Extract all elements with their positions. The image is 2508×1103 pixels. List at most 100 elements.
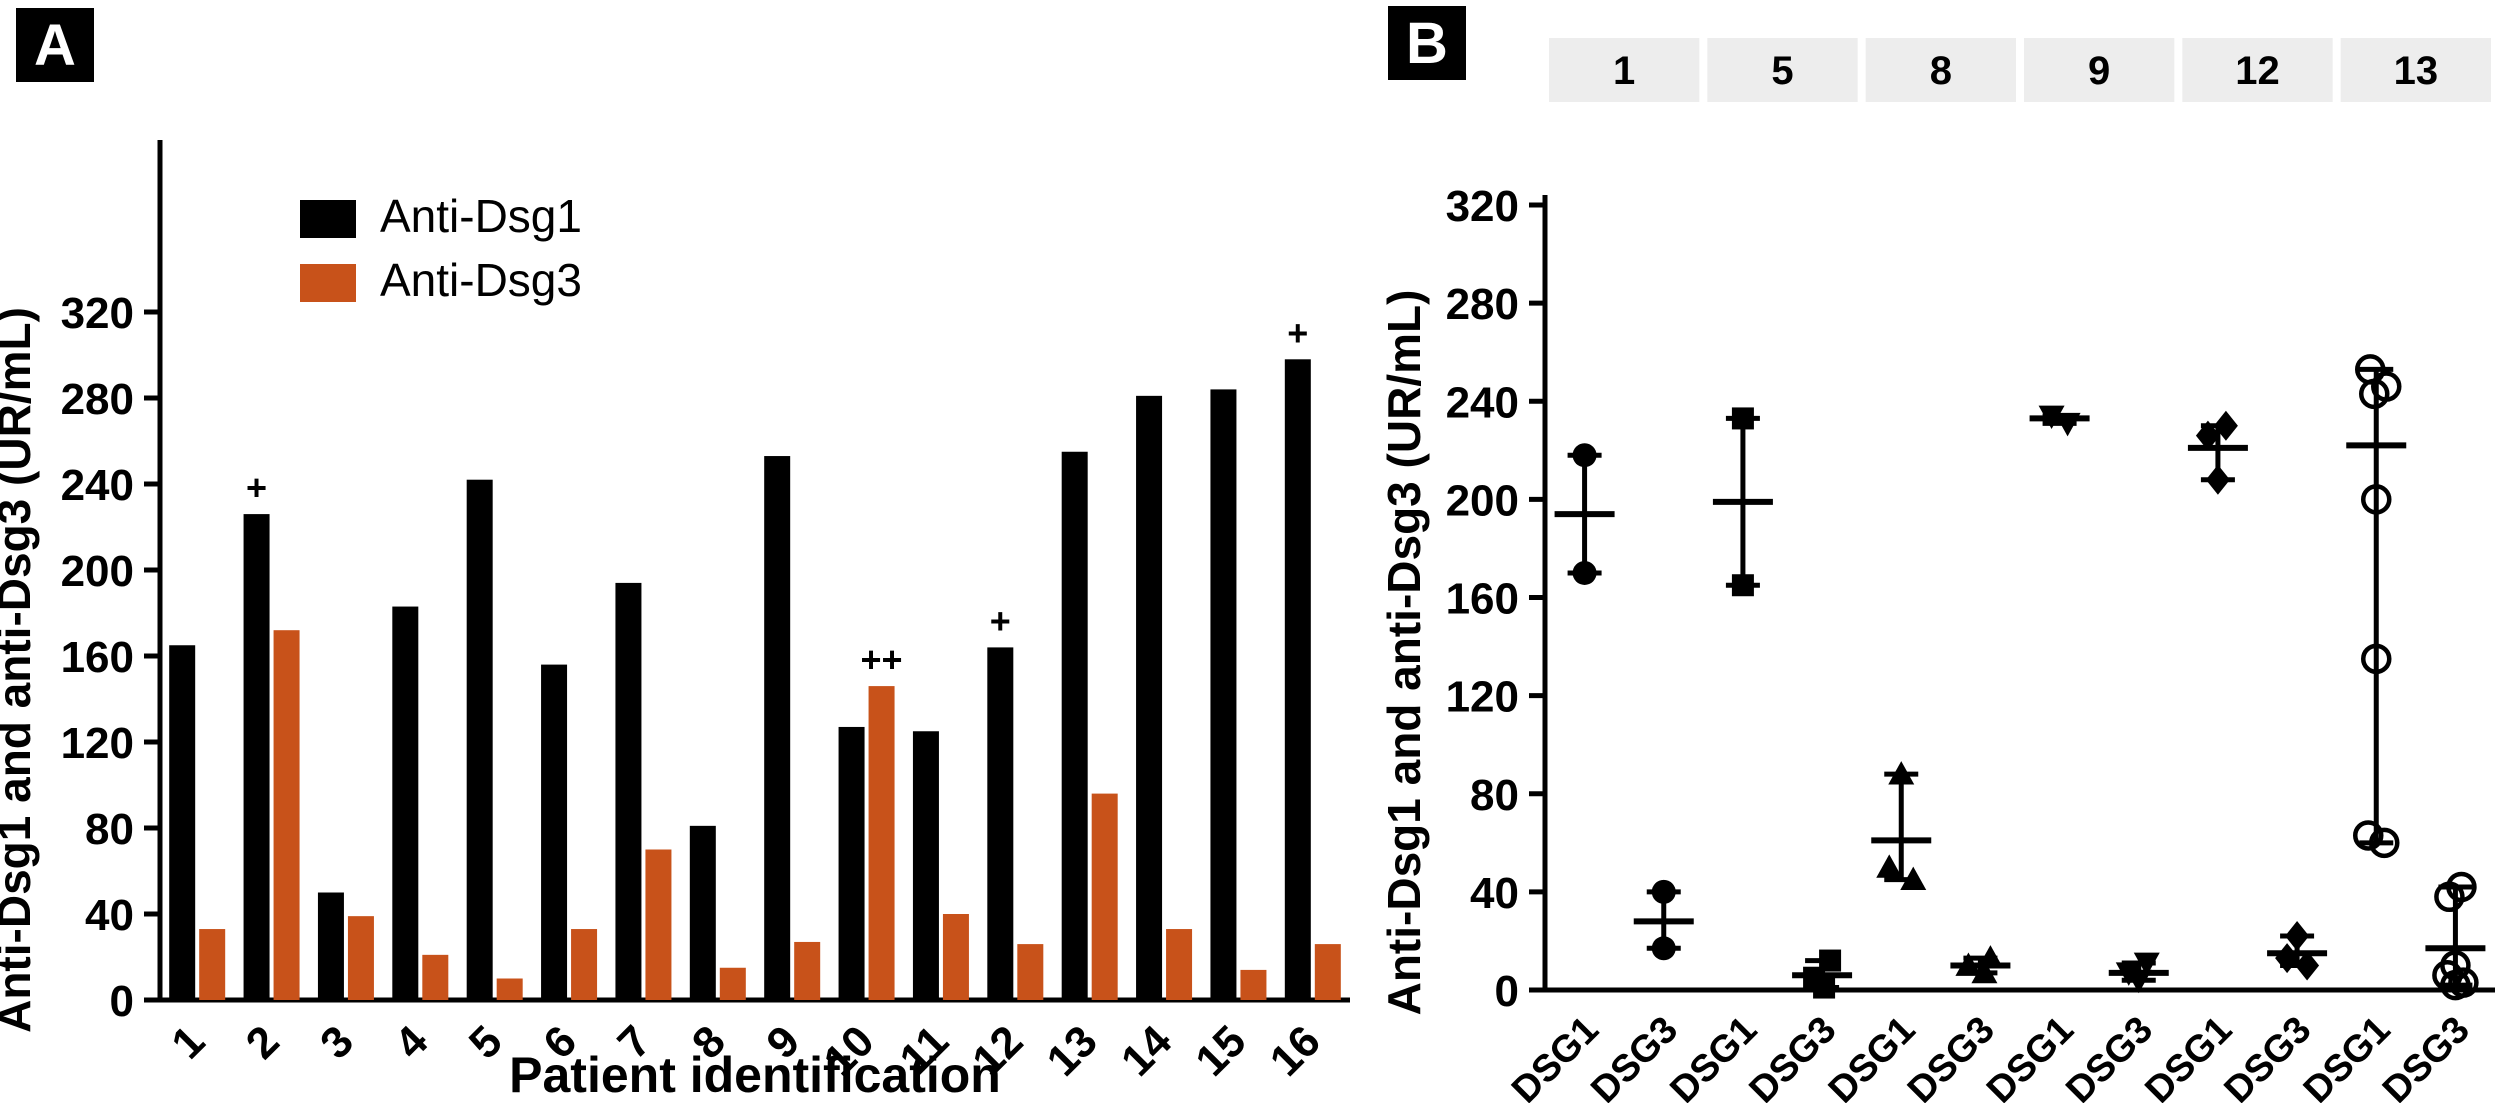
bar-anti-dsg1 [243, 514, 270, 1000]
x-tick-label: 4 [385, 1016, 437, 1068]
x-tick-label: DSG3 [2375, 1009, 2478, 1103]
y-tick-label: 160 [1446, 575, 1519, 624]
data-point-triangle-up [1900, 866, 1927, 891]
bar-anti-dsg3 [422, 954, 449, 1000]
bar-anti-dsg3 [571, 929, 598, 1000]
data-point-square [1819, 949, 1842, 972]
patient-header-label: 8 [1930, 49, 1952, 93]
y-tick-label: 200 [1446, 476, 1519, 525]
significance-marker: + [1287, 312, 1308, 353]
y-tick-label: 240 [61, 461, 134, 510]
data-point-triangle-up [1971, 959, 1998, 984]
patient-header-label: 9 [2088, 49, 2110, 93]
data-point-square [1731, 574, 1754, 597]
data-point-open-circle [2434, 881, 2465, 913]
bar-anti-dsg1 [764, 456, 791, 1000]
bar-anti-dsg1 [912, 731, 939, 1000]
data-point-triangle-up [1888, 761, 1915, 785]
significance-marker: + [246, 467, 267, 508]
bar-anti-dsg3 [1091, 793, 1118, 1000]
y-tick-label: 200 [61, 547, 134, 596]
y-tick-label: 280 [61, 375, 134, 424]
bar-anti-dsg1 [838, 726, 865, 1000]
data-point-open-circle [2361, 484, 2392, 515]
data-point-circle [1572, 443, 1597, 468]
data-point-diamond [2213, 410, 2238, 441]
bar-anti-dsg1 [1284, 359, 1311, 1000]
legend-swatch [300, 200, 356, 238]
data-point-triangle-up [1876, 854, 1903, 878]
data-point-square [1731, 407, 1754, 430]
patient-header-cell [1549, 38, 1700, 102]
panel-a-bar-chart: 0 40 80 120 160 200 240 280 320 Anti-Dsg1 and ant… [0, 140, 1350, 1103]
x-axis-title: Patient identification [509, 1047, 1001, 1103]
data-point-open-circle [2440, 969, 2471, 1001]
y-tick-label: 0 [110, 977, 134, 1026]
panel-b: B 0 40 80 120 160 200 240 280 320 Anti-Dsg1 and a… [1380, 0, 2508, 1103]
legend-label: Anti-Dsg3 [380, 254, 582, 306]
bar-anti-dsg3 [942, 914, 969, 1000]
patient-header-cell [1707, 38, 1858, 102]
data-point-diamond [2205, 464, 2230, 495]
y-tick-label: 80 [85, 805, 134, 854]
x-tick-label: 15 [1186, 1016, 1255, 1085]
data-point-open-circle [2361, 643, 2392, 675]
patient-header-cell [2024, 38, 2175, 102]
x-tick-label: 2 [237, 1016, 289, 1068]
x-tick-label: 5 [460, 1016, 512, 1068]
data-point-triangle-down [2054, 412, 2081, 437]
panel-b-label: B [1388, 6, 1466, 80]
x-tick-label: 13 [1037, 1016, 1106, 1085]
bar-anti-dsg1 [392, 606, 419, 1000]
bar-anti-dsg1 [615, 582, 642, 1000]
bar-anti-dsg3 [868, 686, 895, 1000]
patient-header-label: 1 [1613, 49, 1635, 93]
y-tick-label: 40 [85, 891, 134, 940]
y-axis-title: Anti-Dsg1 and anti-Dsg3 (UR/mL) [1380, 290, 1430, 1016]
y-tick-label: 80 [1470, 771, 1519, 820]
y-tick-label: 320 [1446, 182, 1519, 231]
bar-anti-dsg3 [1166, 929, 1193, 1000]
x-tick-label: 16 [1261, 1016, 1330, 1085]
bar-anti-dsg3 [1314, 944, 1341, 1000]
data-point-open-circle [2359, 378, 2390, 410]
bar-anti-dsg1 [317, 892, 344, 1000]
legend-swatch [300, 264, 356, 302]
y-tick-label: 240 [1446, 378, 1519, 427]
x-tick-label: 3 [311, 1016, 363, 1068]
data-point-circle [1651, 879, 1676, 904]
panel-a: A 0 40 80 120 160 200 240 280 320 Anti-Dsg1 and a… [0, 8, 1350, 1103]
bar-anti-dsg3 [199, 929, 226, 1000]
x-tick-label: 14 [1112, 1016, 1182, 1086]
data-point-circle [1572, 560, 1597, 585]
patient-header-label: 5 [1771, 49, 1793, 93]
bar-anti-dsg1 [466, 479, 493, 1000]
data-point-diamond [2285, 921, 2310, 952]
significance-marker: + [990, 600, 1011, 641]
bar-anti-dsg3 [1240, 969, 1267, 1000]
patient-header-cell [2182, 38, 2333, 102]
bar-anti-dsg3 [719, 967, 746, 1000]
y-tick-label: 40 [1470, 869, 1519, 918]
panel-b-scatter-chart: 0 40 80 120 160 200 240 280 320 Anti-Dsg1 and ant… [1380, 38, 2495, 1103]
significance-marker: ++ [861, 639, 903, 680]
y-tick-label: 160 [61, 633, 134, 682]
bar-anti-dsg1 [1136, 395, 1163, 1001]
bar-anti-dsg1 [541, 664, 568, 1000]
data-point-triangle-down [2038, 405, 2065, 429]
y-axis-title: Anti-Dsg1 and anti-Dsg3 (UR/mL) [0, 307, 40, 1033]
patient-header-label: 12 [2235, 49, 2280, 93]
data-point-triangle-up [1955, 952, 1982, 976]
data-point-diamond [2275, 943, 2300, 974]
y-tick-label: 0 [1495, 967, 1519, 1016]
bar-anti-dsg3 [645, 849, 672, 1000]
data-point-open-circle [2353, 820, 2384, 851]
bar-anti-dsg1 [169, 645, 196, 1000]
bar-anti-dsg1 [1061, 451, 1088, 1000]
legend-label: Anti-Dsg1 [380, 190, 582, 242]
data-point-open-circle [2369, 827, 2400, 859]
y-tick-label: 120 [1446, 673, 1519, 722]
data-point-triangle-down [2133, 952, 2160, 977]
y-tick-label: 120 [61, 719, 134, 768]
data-point-square [1813, 976, 1836, 999]
